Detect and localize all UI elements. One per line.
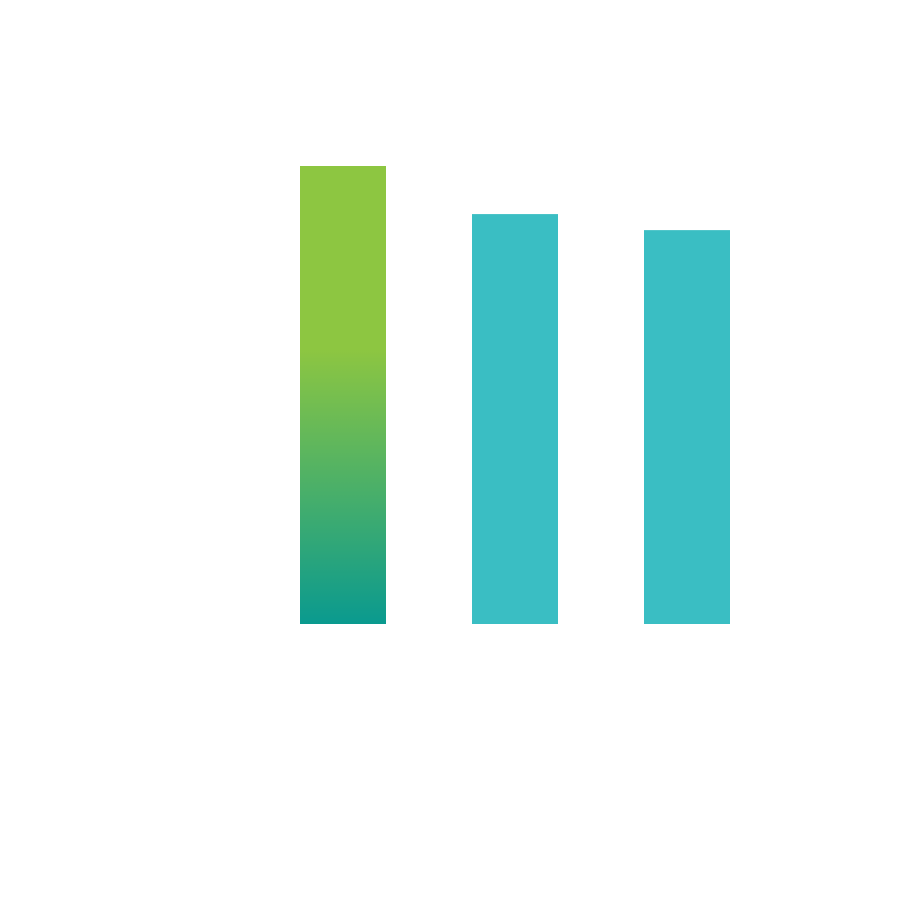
bar-3 — [644, 230, 730, 624]
bar-1 — [300, 166, 386, 624]
bars-group — [300, 166, 730, 624]
bar-2 — [472, 214, 558, 624]
